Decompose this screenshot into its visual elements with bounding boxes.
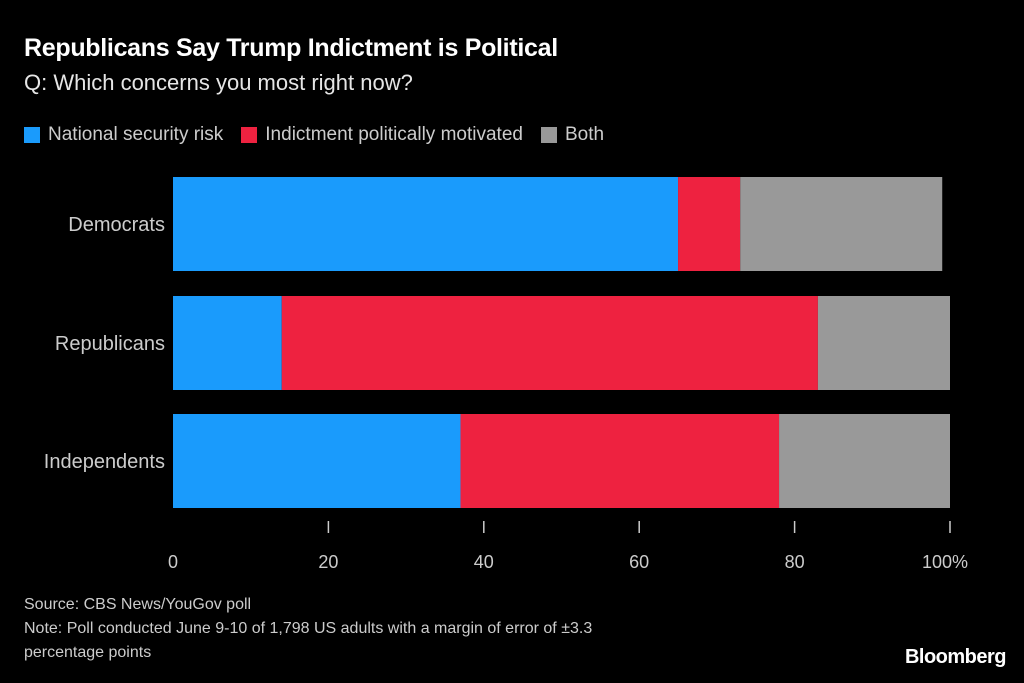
chart-title: Republicans Say Trump Indictment is Poli… xyxy=(24,34,558,62)
legend-swatch-national-security xyxy=(24,127,40,143)
legend-swatch-both xyxy=(540,127,557,143)
x-tick-label: 100% xyxy=(922,552,968,572)
bar-segment-independents-indictment-politically-motivated xyxy=(460,414,780,508)
source-note: Source: CBS News/YouGov poll xyxy=(24,596,252,613)
bar-segment-republicans-both xyxy=(817,296,950,390)
bloomberg-logo: Bloomberg xyxy=(904,646,1007,668)
bar-segment-republicans-national-security-risk xyxy=(173,296,282,390)
legend-item-national-security: National security risk xyxy=(24,124,223,146)
bar-segment-democrats-national-security-risk xyxy=(173,177,679,271)
bar-segment-democrats-indictment-politically-motivated xyxy=(678,177,741,271)
category-label-independents: Independents xyxy=(44,451,165,473)
bar-segment-independents-both xyxy=(779,414,950,508)
bar-segment-republicans-indictment-politically-motivated xyxy=(281,296,818,390)
chart-subtitle: Q: Which concerns you most right now? xyxy=(24,70,413,95)
x-tick-label: 40 xyxy=(474,552,494,572)
x-tick-label: 20 xyxy=(318,552,338,572)
legend-item-politically-motivated: Indictment politically motivated xyxy=(241,124,523,146)
category-label-democrats: Democrats xyxy=(68,214,165,236)
x-tick-label: 0 xyxy=(168,552,178,572)
legend-label: Indictment politically motivated xyxy=(265,124,523,145)
legend-label: Both xyxy=(564,124,605,145)
methodology-note: Note: Poll conducted June 9-10 of 1,798 … xyxy=(24,620,593,637)
methodology-note-cont: percentage points xyxy=(24,644,152,661)
x-tick-label: 80 xyxy=(785,552,805,572)
legend-item-both: Both xyxy=(540,124,605,146)
x-tick-label: 60 xyxy=(629,552,649,572)
category-label-republicans: Republicans xyxy=(55,333,165,355)
bar-segment-independents-national-security-risk xyxy=(173,414,461,508)
legend-label: National security risk xyxy=(48,124,224,145)
legend-swatch-politically-motivated xyxy=(241,127,258,143)
footer: Source: CBS News/YouGov poll Note: Poll … xyxy=(24,593,592,665)
legend: National security risk Indictment politi… xyxy=(24,124,622,146)
bar-segment-democrats-both xyxy=(740,177,943,271)
